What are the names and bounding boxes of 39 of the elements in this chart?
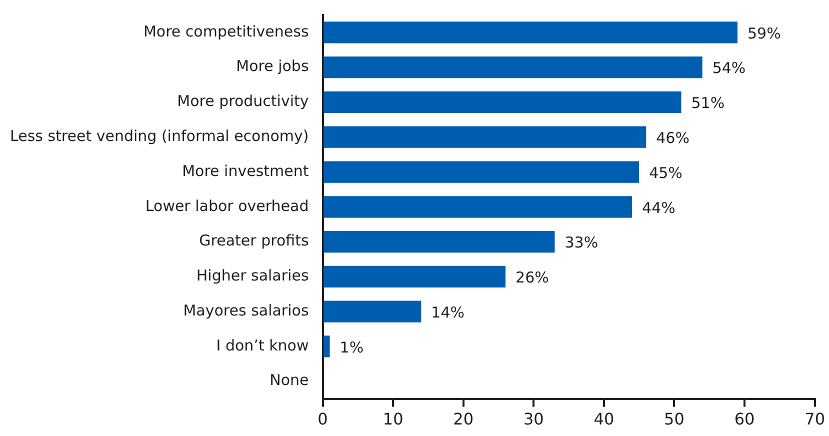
bar: [324, 22, 738, 44]
y-tick-label: Higher salaries: [196, 266, 309, 285]
data-label: 46%: [656, 129, 690, 148]
x-tick-label: 30: [523, 410, 544, 429]
y-tick-label: None: [270, 371, 309, 390]
x-tick-label: 10: [382, 410, 404, 429]
y-tick-label: Less street vending (informal economy): [10, 127, 309, 146]
bar: [324, 126, 646, 148]
bar: [324, 56, 702, 78]
bar: [324, 300, 422, 322]
x-tick-label: 0: [318, 410, 328, 429]
bar: [324, 266, 506, 288]
data-label: 1%: [340, 338, 364, 356]
y-tick-label: More investment: [182, 162, 309, 180]
y-tick-label: More jobs: [236, 57, 309, 76]
x-tick-label: 50: [664, 410, 684, 429]
bar: [324, 161, 640, 183]
x-tick-label: 70: [804, 410, 825, 429]
y-tick-label: I don’t know: [216, 336, 309, 354]
data-label: 44%: [642, 198, 676, 217]
y-tick-label: More productivity: [177, 92, 309, 110]
x-tick-label: 40: [594, 410, 614, 429]
data-label: 59%: [747, 24, 781, 42]
data-label: 14%: [431, 303, 465, 322]
data-label: 51%: [691, 94, 725, 112]
y-tick-label: Lower labor overhead: [145, 196, 309, 215]
y-tick-label: Greater profits: [199, 232, 309, 250]
y-tick-label: More competitiveness: [143, 22, 309, 40]
data-label: 33%: [564, 234, 598, 252]
bar: [324, 336, 330, 358]
x-tick-label: 20: [453, 410, 474, 429]
x-tick-label: 60: [734, 410, 755, 429]
bar: [324, 230, 555, 253]
y-tick-label: Mayores salarios: [183, 301, 309, 320]
data-label: 26%: [516, 268, 549, 287]
bar: [324, 91, 682, 114]
data-label: 45%: [649, 164, 682, 182]
bar: [324, 196, 632, 218]
data-label: 54%: [712, 59, 746, 78]
